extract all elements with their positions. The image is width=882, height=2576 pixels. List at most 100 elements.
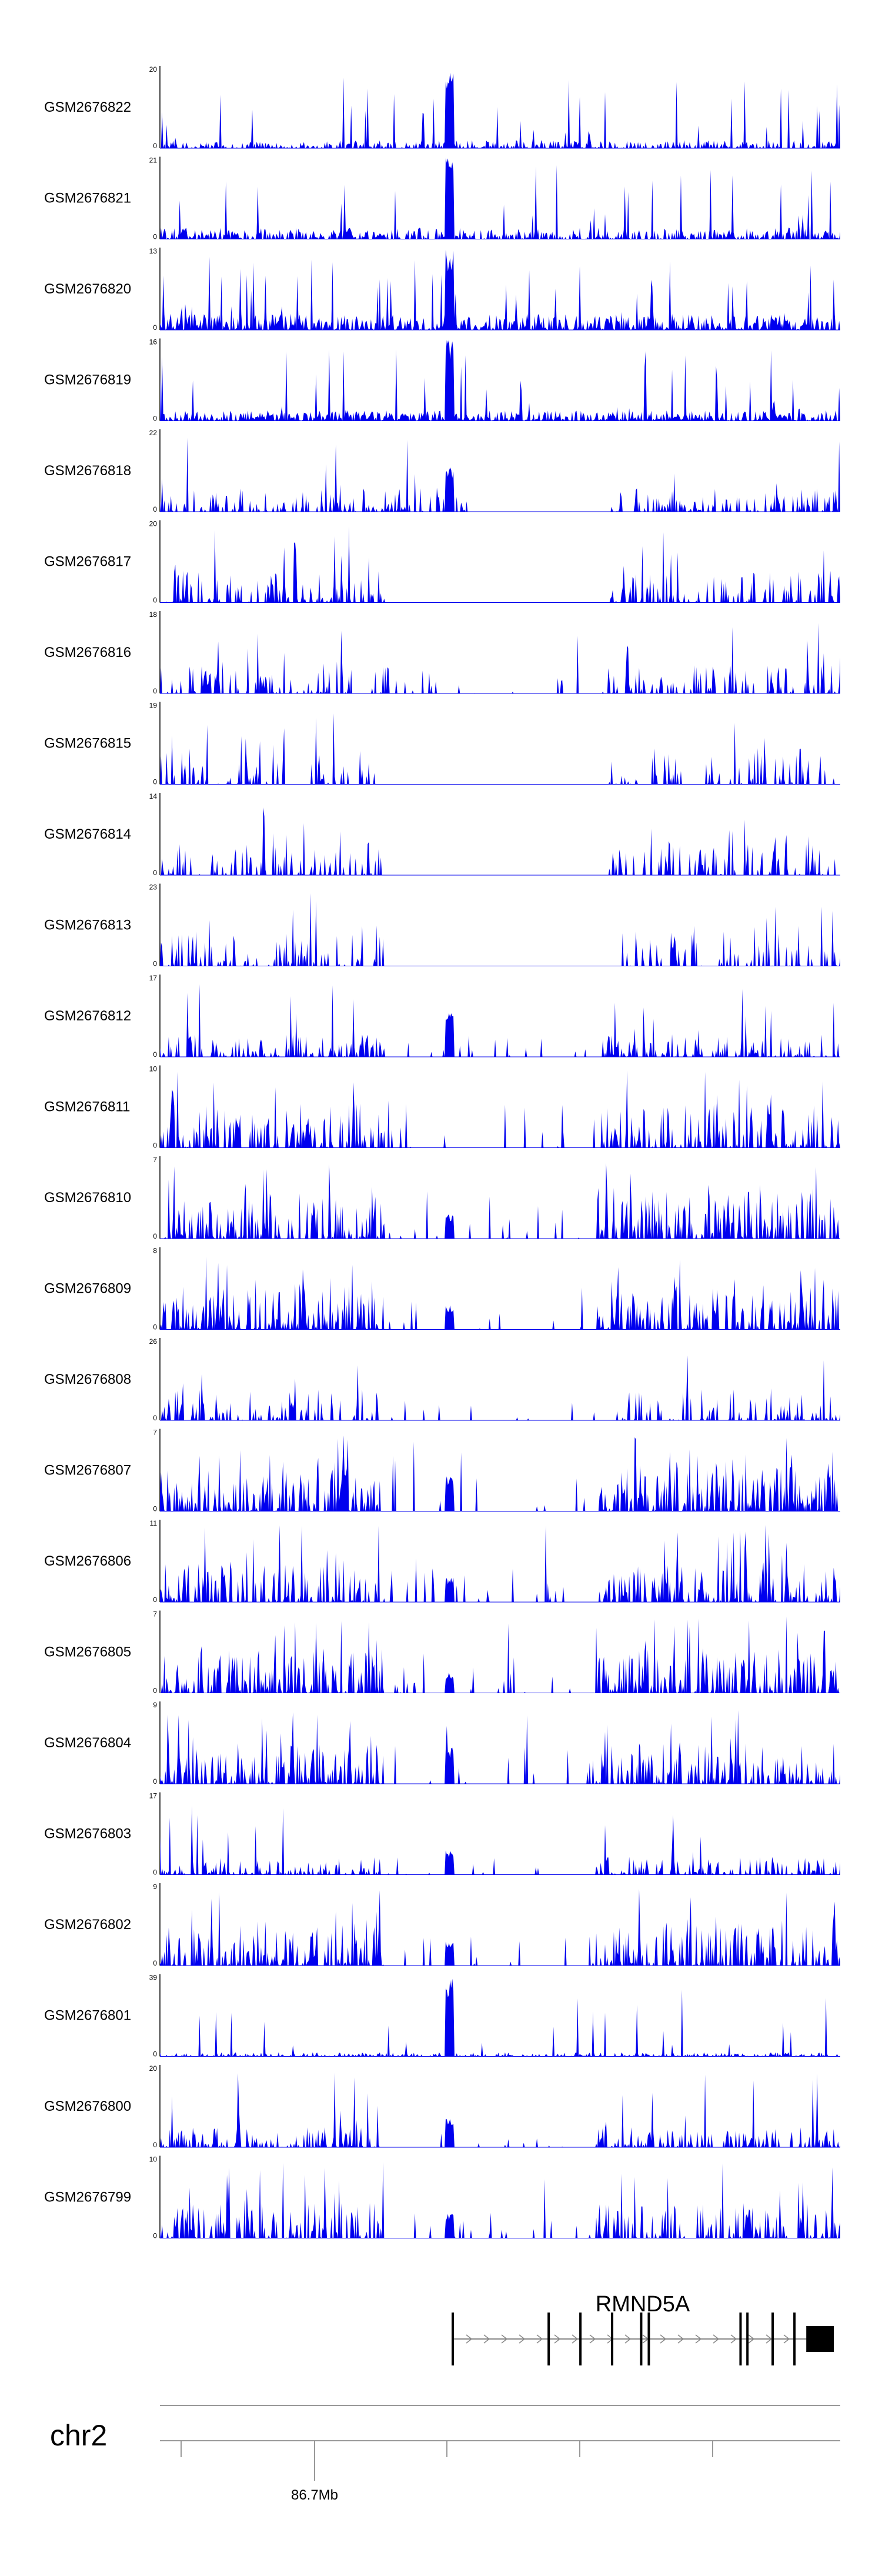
gene-exon xyxy=(806,2326,834,2352)
track-GSM2676810: GSM2676810 7 0 xyxy=(44,1156,840,1240)
track-GSM2676806: GSM2676806 11 0 xyxy=(44,1519,840,1604)
tick-label: 86.7Mb xyxy=(291,2487,338,2503)
y-min-label: 0 xyxy=(153,687,157,695)
track-GSM2676801: GSM2676801 39 0 xyxy=(44,1974,840,2058)
signal-area xyxy=(160,1256,840,1330)
signal-area xyxy=(160,72,840,148)
track-GSM2676809: GSM2676809 8 0 xyxy=(44,1247,840,1332)
chromosome-label: chr2 xyxy=(50,2419,107,2452)
track-GSM2676800: GSM2676800 20 0 xyxy=(44,2064,840,2149)
y-max-label: 13 xyxy=(149,247,158,255)
y-min-label: 0 xyxy=(153,415,157,423)
y-min-label: 0 xyxy=(153,1777,157,1786)
track-GSM2676819: GSM2676819 16 0 xyxy=(44,338,840,423)
gene-annotation-track: RMND5A xyxy=(452,2292,834,2365)
track-label: GSM2676818 xyxy=(44,463,131,479)
y-max-label: 19 xyxy=(149,702,158,710)
y-min-label: 0 xyxy=(153,1142,157,1150)
track-label: GSM2676799 xyxy=(44,2190,131,2205)
track-GSM2676815: GSM2676815 19 0 xyxy=(44,702,840,786)
gene-exon xyxy=(647,2313,650,2365)
gene-exon xyxy=(547,2313,550,2365)
track-label: GSM2676821 xyxy=(44,191,131,206)
y-min-label: 0 xyxy=(153,1868,157,1877)
strand-arrow xyxy=(483,2334,490,2344)
strand-arrow xyxy=(589,2334,596,2344)
gene-exon xyxy=(452,2313,454,2365)
chromosome-axis: chr2 86.7Mb xyxy=(50,2405,840,2503)
y-min-label: 0 xyxy=(153,596,157,605)
strand-arrow xyxy=(766,2334,773,2344)
signal-area xyxy=(160,713,840,785)
signal-area xyxy=(160,1070,840,1148)
y-min-label: 0 xyxy=(153,323,157,332)
signal-area xyxy=(160,1163,840,1239)
y-min-label: 0 xyxy=(153,233,157,241)
y-min-label: 0 xyxy=(153,1414,157,1422)
track-label: GSM2676804 xyxy=(44,1735,131,1751)
track-GSM2676820: GSM2676820 13 0 xyxy=(44,247,840,332)
y-max-label: 11 xyxy=(150,1519,158,1527)
signal-area xyxy=(160,250,840,330)
track-label: GSM2676807 xyxy=(44,1463,131,1479)
signal-area xyxy=(160,2073,840,2147)
y-max-label: 23 xyxy=(149,883,158,892)
track-GSM2676814: GSM2676814 14 0 xyxy=(44,792,840,877)
track-GSM2676807: GSM2676807 7 0 xyxy=(44,1429,840,1513)
strand-arrow xyxy=(624,2334,632,2344)
y-max-label: 10 xyxy=(149,1065,158,1073)
y-min-label: 0 xyxy=(153,1323,157,1332)
strand-arrow xyxy=(660,2334,667,2344)
track-label: GSM2676813 xyxy=(44,917,131,933)
track-GSM2676822: GSM2676822 20 0 xyxy=(44,65,840,150)
strand-arrow xyxy=(783,2334,790,2344)
y-min-label: 0 xyxy=(153,505,157,513)
signal-area xyxy=(160,1806,840,1875)
track-label: GSM2676812 xyxy=(44,1008,131,1024)
y-max-label: 16 xyxy=(149,338,158,346)
y-min-label: 0 xyxy=(153,1596,157,1604)
track-GSM2676813: GSM2676813 23 0 xyxy=(44,883,840,968)
track-GSM2676803: GSM2676803 17 0 xyxy=(44,1792,840,1877)
strand-arrow xyxy=(501,2334,508,2344)
y-max-label: 8 xyxy=(153,1247,157,1255)
track-GSM2676804: GSM2676804 9 0 xyxy=(44,1701,840,1786)
y-max-label: 17 xyxy=(149,1792,158,1800)
track-label: GSM2676800 xyxy=(44,2098,131,2114)
track-label: GSM2676806 xyxy=(44,1553,131,1569)
track-GSM2676821: GSM2676821 21 0 xyxy=(44,156,840,241)
signal-area xyxy=(160,1616,840,1693)
track-label: GSM2676803 xyxy=(44,1826,131,1842)
gene-exon xyxy=(793,2313,796,2365)
y-max-label: 22 xyxy=(149,429,158,437)
strand-arrow xyxy=(730,2334,737,2344)
y-max-label: 18 xyxy=(149,610,158,619)
y-max-label: 17 xyxy=(149,974,158,982)
signal-area xyxy=(160,984,840,1057)
y-max-label: 26 xyxy=(149,1337,158,1346)
y-max-label: 9 xyxy=(153,1701,157,1709)
y-min-label: 0 xyxy=(153,2232,157,2240)
gene-exon xyxy=(611,2313,614,2365)
y-min-label: 0 xyxy=(153,1232,157,1240)
y-max-label: 20 xyxy=(149,2064,158,2073)
strand-arrow xyxy=(572,2334,579,2344)
signal-area xyxy=(160,1978,840,2057)
strand-arrow xyxy=(554,2334,561,2344)
track-label: GSM2676819 xyxy=(44,372,131,388)
y-max-label: 21 xyxy=(149,156,158,165)
signal-area xyxy=(160,1355,840,1420)
signal-area xyxy=(160,1435,840,1511)
strand-arrow xyxy=(695,2334,702,2344)
gene-name: RMND5A xyxy=(596,2292,690,2317)
track-GSM2676811: GSM2676811 10 0 xyxy=(44,1065,840,1150)
gene-exon xyxy=(579,2313,582,2365)
strand-arrow xyxy=(466,2334,473,2344)
y-max-label: 20 xyxy=(149,520,158,528)
signal-area xyxy=(160,339,840,421)
strand-arrow xyxy=(677,2334,684,2344)
track-label: GSM2676805 xyxy=(44,1644,131,1660)
signal-area xyxy=(160,807,840,875)
strand-arrow xyxy=(713,2334,720,2344)
track-label: GSM2676817 xyxy=(44,554,131,570)
